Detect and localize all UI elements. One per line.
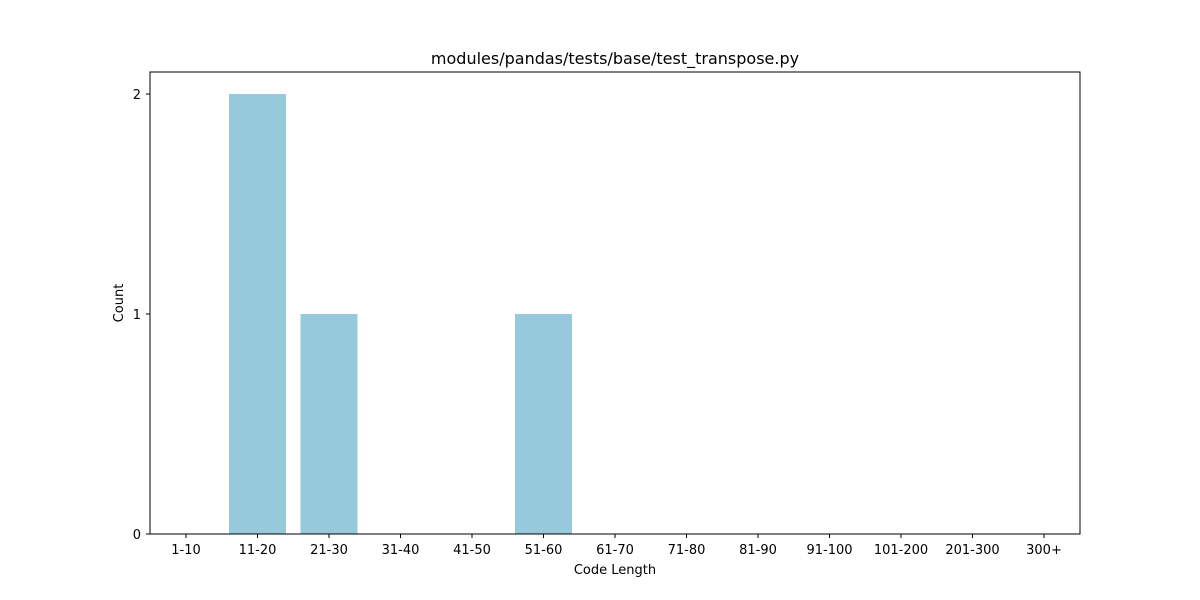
x-tick-label: 1-10 [171, 543, 201, 558]
x-axis-ticks: 1-10 11-20 21-30 31-40 41-50 51-60 61-70 71-80 8… [171, 534, 1062, 558]
x-tick-label: 300+ [1026, 543, 1062, 558]
x-tick-label: 101-200 [874, 543, 928, 558]
bars-group [229, 94, 572, 534]
x-tick-label: 41-50 [453, 543, 491, 558]
chart-title: modules/pandas/tests/base/test_transpose… [431, 49, 799, 69]
x-tick-label: 11-20 [239, 543, 277, 558]
x-tick-label: 21-30 [310, 543, 348, 558]
x-tick-label: 201-300 [945, 543, 999, 558]
x-tick-label: 51-60 [525, 543, 563, 558]
y-tick-label: 1 [133, 308, 141, 323]
bar-11-20 [229, 94, 286, 534]
y-axis-ticks: 0 1 2 [133, 88, 150, 543]
x-tick-label: 91-100 [806, 543, 852, 558]
x-tick-label: 81-90 [739, 543, 777, 558]
y-tick-label: 2 [133, 88, 141, 103]
x-tick-label: 71-80 [668, 543, 706, 558]
x-tick-label: 31-40 [382, 543, 420, 558]
y-axis-label: Count [112, 284, 127, 323]
x-tick-label: 61-70 [596, 543, 634, 558]
plot-frame [149, 71, 1081, 535]
x-axis-label: Code Length [574, 563, 656, 578]
bar-21-30 [300, 314, 358, 534]
y-tick-label: 0 [133, 528, 141, 543]
bar-51-60 [515, 314, 572, 534]
